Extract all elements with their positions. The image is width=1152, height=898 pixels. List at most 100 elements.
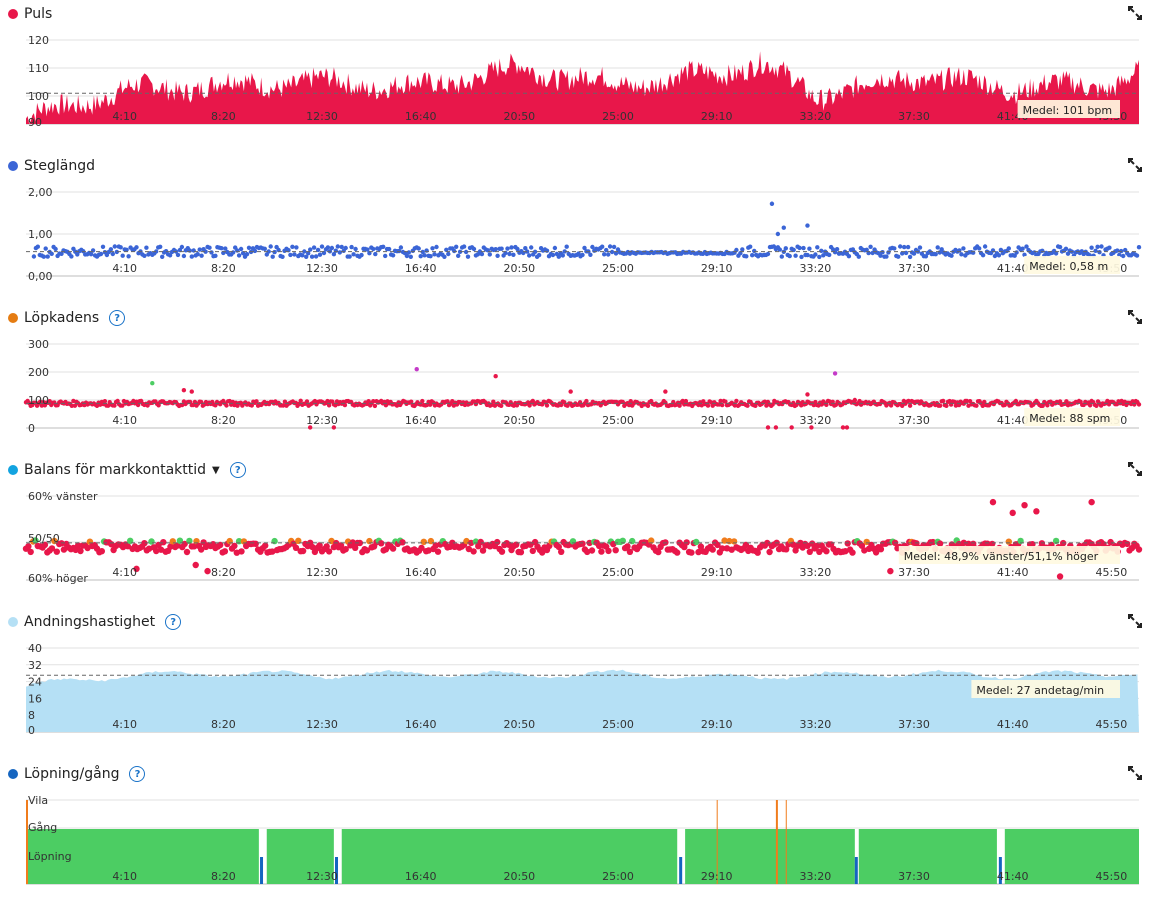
help-icon[interactable]: ? [129, 766, 146, 782]
balans-point [352, 544, 359, 551]
balans-point [399, 539, 406, 546]
balans-point [816, 548, 823, 555]
balans-point [418, 544, 425, 552]
steglangd-point [418, 254, 423, 259]
balans-point [160, 539, 167, 546]
help-icon[interactable]: ? [165, 614, 182, 630]
steglangd-point [892, 246, 897, 251]
balans-point [378, 540, 385, 547]
lopkadens-point [762, 399, 767, 404]
balans-point [595, 542, 603, 550]
steglangd-point [1093, 248, 1098, 253]
lopkadens-point [383, 403, 389, 408]
steglangd-point [846, 254, 852, 259]
lopkadens-point [734, 398, 739, 404]
steglangd-point [430, 246, 435, 251]
x-tick-label: 4:10 [112, 870, 137, 883]
expand-icon[interactable] [1128, 158, 1142, 172]
steglangd-point [560, 253, 565, 258]
balans-point [579, 540, 586, 547]
lopkadens-point [445, 399, 450, 404]
x-tick-label: 33:20 [800, 262, 832, 275]
x-tick-label: 8:20 [211, 110, 236, 123]
steglangd-point [902, 244, 907, 250]
steglangd-point [209, 250, 214, 255]
balans-point [155, 541, 162, 549]
average-label-bg [1024, 256, 1120, 274]
y-tick-label: 100 [28, 90, 49, 103]
lopkadens-point [663, 389, 668, 394]
steglangd-point [896, 254, 901, 259]
steglangd-point [134, 245, 139, 250]
balans-point [764, 539, 771, 547]
steglangd-point [801, 245, 806, 251]
steglangd-point [45, 254, 50, 259]
steglangd-point [69, 254, 74, 259]
expand-icon[interactable] [1128, 310, 1142, 324]
help-icon[interactable]: ? [109, 310, 126, 326]
y-tick-label: 200 [28, 366, 49, 379]
balans-panel: Balans för markkontakttid ▼ ? 60% vänste… [0, 456, 1152, 608]
balans-point [181, 540, 188, 548]
steglangd-point [487, 252, 492, 257]
lopkadens-point [304, 399, 310, 404]
balans-title: Balans för markkontakttid ▼ ? [8, 460, 246, 480]
x-tick-label: 4:10 [112, 414, 137, 427]
lopkadens-point [718, 398, 723, 404]
steglangd-point [238, 246, 244, 252]
lopkadens-point [120, 403, 125, 408]
steglangd-point [158, 244, 163, 249]
help-icon[interactable]: ? [229, 462, 246, 478]
steglangd-point [1063, 246, 1069, 251]
x-tick-label: 37:30 [898, 870, 930, 883]
lopkadens-point [710, 403, 715, 408]
steglangd-point [331, 252, 337, 257]
steglangd-point [1134, 253, 1140, 258]
expand-icon[interactable] [1128, 6, 1142, 20]
x-tick-label: 25:00 [602, 718, 634, 731]
expand-icon[interactable] [1128, 614, 1142, 628]
steglangd-point [75, 252, 80, 257]
y-tick-label: 0,00 [28, 270, 53, 283]
lopning-marker [998, 857, 1002, 884]
lopkadens-point [414, 367, 419, 372]
steglangd-point [199, 253, 204, 258]
steglangd-point [602, 252, 607, 257]
lopkadens-point [789, 425, 794, 430]
balans-point [292, 544, 300, 551]
steglangd-point [515, 246, 520, 252]
steglangd-point [779, 254, 784, 259]
balans-point [27, 548, 34, 556]
x-tick-label: 45:50 [1096, 718, 1128, 731]
puls-title: Puls [8, 4, 52, 24]
steglangd-point [223, 246, 228, 251]
x-tick-label: 25:00 [602, 414, 634, 427]
average-label-bg [898, 546, 1120, 564]
steglangd-point [53, 246, 58, 252]
steglangd-point [765, 251, 771, 257]
lopkadens-point [544, 403, 550, 408]
balans-point [1088, 498, 1095, 506]
x-tick-label: 25:00 [602, 566, 634, 579]
steglangd-point [126, 254, 131, 259]
expand-icon[interactable] [1128, 462, 1142, 476]
steglangd-point [416, 246, 421, 251]
steglangd-point [562, 249, 567, 254]
steglangd-point [349, 244, 354, 250]
dropdown-caret-icon[interactable]: ▼ [212, 464, 220, 476]
steglangd-point [819, 248, 824, 253]
balans-point [498, 548, 506, 555]
balans-point [849, 549, 856, 556]
balans-point [363, 547, 371, 554]
balans-point [420, 538, 427, 545]
balans-point [517, 549, 525, 556]
steglangd-point [244, 252, 250, 257]
steglangd-point [452, 248, 457, 254]
balans-point [965, 540, 972, 547]
expand-icon[interactable] [1128, 766, 1142, 780]
average-label: Medel: 48,9% vänster/51,1% höger [904, 550, 1099, 563]
lopkadens-point [491, 399, 496, 404]
lopkadens-point [213, 403, 218, 408]
balans-point [989, 540, 996, 548]
steglangd-point [1012, 253, 1017, 258]
